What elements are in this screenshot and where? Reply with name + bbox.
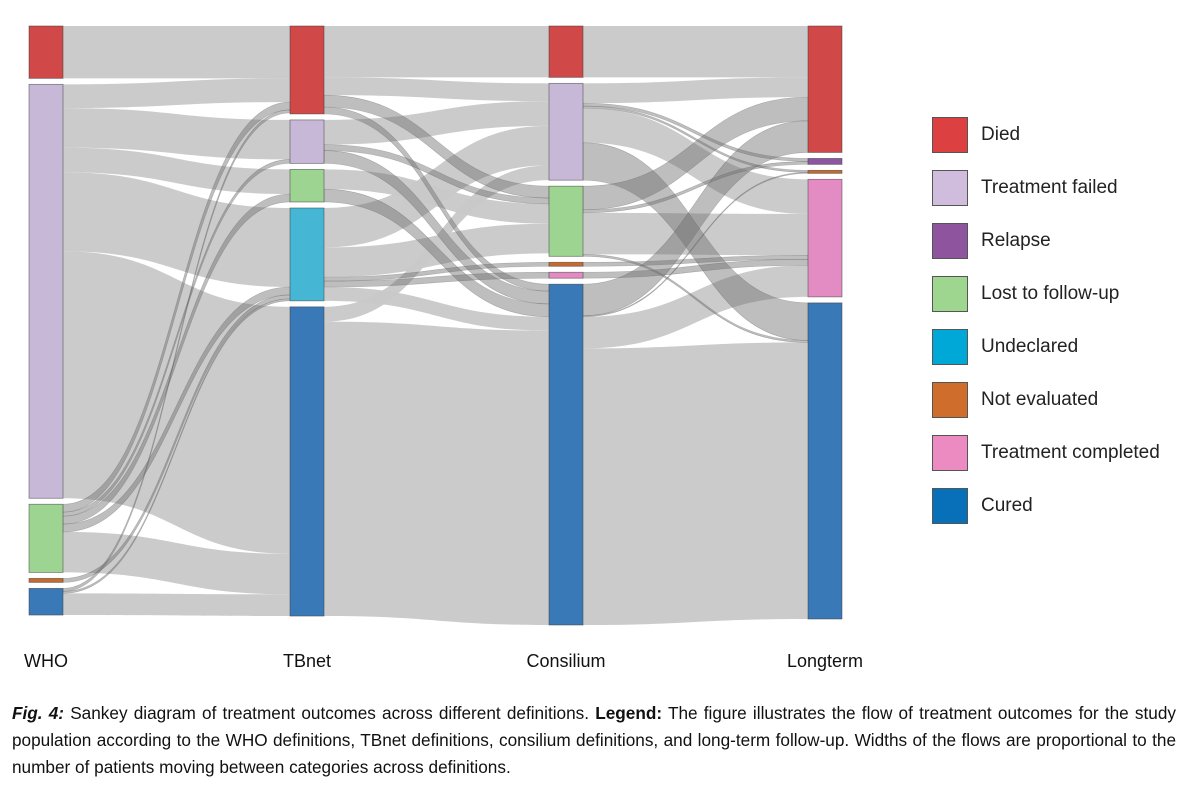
caption-figure-label: Fig. 4: [12, 703, 65, 723]
legend-swatch [932, 381, 968, 418]
flow-who-treatment-failed-to-tbnet-died [63, 78, 290, 109]
node-longterm-cured [807, 302, 843, 620]
node-who-died [28, 25, 64, 79]
legend-label: Treatment completed [981, 441, 1160, 463]
legend-label: Relapse [981, 229, 1051, 251]
node-consilium-treatment-failed [548, 82, 584, 181]
legend-swatch [932, 434, 968, 471]
legend-item-cured: Cured [932, 479, 1160, 532]
flow-consilium-died-to-longterm-died [583, 26, 808, 78]
node-who-lost-to-follow-up [28, 503, 64, 573]
node-consilium-lost-to-follow-up [548, 185, 584, 257]
node-tbnet-cured [289, 306, 325, 617]
legend-swatch [932, 328, 968, 365]
flow-who-treatment-failed-to-tbnet-cured [63, 251, 290, 554]
flow-consilium-treatment-failed-to-longterm-treatment-completed [583, 108, 808, 214]
legend-item-not-evaluated: Not evaluated [932, 373, 1160, 426]
sankey-nodes [28, 25, 843, 626]
node-tbnet-treatment-failed [289, 119, 325, 164]
sankey-links [62, 26, 809, 625]
stage-label-tbnet: TBnet [283, 651, 331, 671]
stage-label-who: WHO [24, 651, 68, 671]
legend-swatch [932, 116, 968, 153]
flow-consilium-treatment-failed-to-longterm-died [583, 77, 808, 104]
flow-tbnet-undeclared-to-consilium-treatment-failed [324, 125, 549, 248]
node-consilium-treatment-completed [548, 271, 584, 279]
legend-swatch [932, 222, 968, 259]
node-who-not-evaluated [28, 578, 64, 583]
caption-legend-label: Legend: [595, 703, 663, 723]
stage-label-consilium: Consilium [526, 651, 605, 671]
node-who-cured [28, 587, 64, 616]
node-consilium-cured [548, 283, 584, 626]
legend-label: Undeclared [981, 335, 1079, 357]
flow-tbnet-treatment-failed-to-consilium-treatment-failed [324, 101, 549, 145]
legend-item-treatment-completed: Treatment completed [932, 426, 1160, 479]
flow-who-treatment-failed-to-tbnet-undeclared [63, 172, 290, 288]
legend-swatch [932, 275, 968, 312]
flow-consilium-cured-to-longterm-cured [583, 342, 808, 625]
stage-label-longterm: Longterm [787, 651, 863, 671]
node-longterm-not-evaluated [807, 169, 843, 174]
legend-item-relapse: Relapse [932, 214, 1160, 267]
legend-swatch [932, 487, 968, 524]
caption-text-2: The figure illustrates the flow of treat… [12, 703, 1176, 777]
legend-label: Died [981, 123, 1021, 145]
stage-labels: WHO TBnet Consilium Longterm [24, 651, 863, 671]
node-longterm-relapse [807, 158, 843, 165]
legend-item-undeclared: Undeclared [932, 320, 1160, 373]
legend-label: Cured [981, 494, 1033, 516]
legend-item-treatment-failed: Treatment failed [932, 161, 1160, 214]
legend-swatch [932, 169, 968, 206]
node-longterm-died [807, 25, 843, 153]
node-consilium-not-evaluated [548, 261, 584, 267]
legend-item-died: Died [932, 108, 1160, 161]
flow-who-treatment-failed-to-tbnet-treatment-failed [63, 108, 290, 160]
flow-tbnet-died-to-consilium-died [324, 26, 549, 78]
chart-legend: Died Treatment failed Relapse Lost to follo… [932, 108, 1160, 532]
node-tbnet-undeclared [289, 207, 325, 302]
legend-label: Lost to follow-up [981, 282, 1120, 304]
flow-consilium-cured-to-longterm-treatment-completed [583, 265, 808, 349]
legend-item-lost-to-follow-up: Lost to follow-up [932, 267, 1160, 320]
flow-who-treatment-failed-to-tbnet-lost-to-follow-up [63, 147, 290, 195]
node-who-treatment-failed [28, 83, 64, 499]
node-tbnet-lost-to-follow-up [289, 168, 325, 203]
figure-caption: Fig. 4: Sankey diagram of treatment outc… [12, 700, 1176, 781]
flow-tbnet-cured-to-consilium-treatment-failed [324, 165, 549, 322]
legend-label: Not evaluated [981, 388, 1099, 410]
node-tbnet-died [289, 25, 325, 115]
flow-tbnet-died-to-consilium-treatment-failed [324, 77, 549, 102]
flow-who-lost-to-follow-up-to-tbnet-cured [63, 531, 290, 595]
flow-who-cured-to-tbnet-cured [63, 593, 290, 617]
node-longterm-treatment-completed [807, 178, 843, 298]
flow-who-died-to-tbnet-died [63, 26, 290, 79]
node-consilium-died [548, 25, 584, 78]
legend-label: Treatment failed [981, 176, 1118, 198]
flow-tbnet-cured-to-consilium-cured [324, 321, 549, 625]
caption-text-1: Sankey diagram of treatment outcomes acr… [64, 703, 596, 723]
sankey-chart: WHO TBnet Consilium Longterm [24, 25, 863, 671]
flow-consilium-lost-to-follow-up-to-longterm-treatment-completed [583, 212, 808, 256]
